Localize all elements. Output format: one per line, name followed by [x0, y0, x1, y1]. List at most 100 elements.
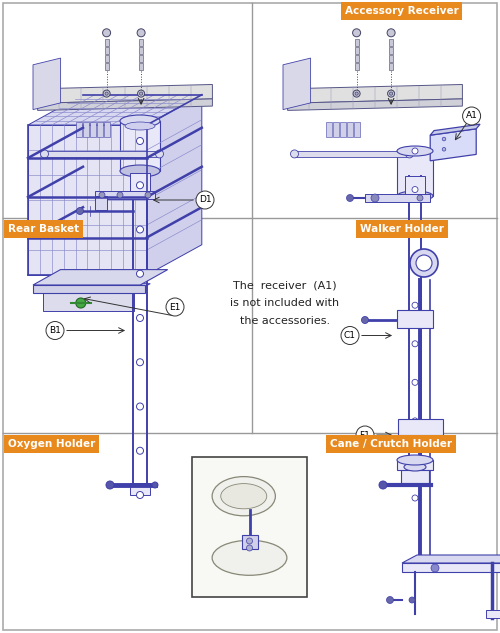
Circle shape	[346, 194, 354, 201]
Circle shape	[136, 270, 143, 277]
Bar	[83, 122, 89, 137]
Circle shape	[138, 90, 144, 97]
Text: A1: A1	[466, 111, 477, 120]
Circle shape	[46, 322, 64, 339]
Text: B1: B1	[49, 326, 61, 335]
Bar	[402, 563, 500, 572]
Bar	[333, 122, 339, 137]
Text: Cane / Crutch Holder: Cane / Crutch Holder	[330, 439, 452, 449]
Circle shape	[412, 302, 418, 308]
Text: Oxygen Holder: Oxygen Holder	[8, 439, 95, 449]
Circle shape	[362, 316, 368, 323]
Circle shape	[76, 208, 84, 215]
Polygon shape	[288, 84, 463, 103]
Circle shape	[137, 28, 145, 37]
Circle shape	[412, 225, 418, 231]
Circle shape	[442, 147, 446, 151]
Circle shape	[412, 264, 418, 270]
Polygon shape	[402, 555, 500, 563]
Circle shape	[103, 90, 110, 97]
Bar	[104, 47, 108, 54]
Circle shape	[352, 28, 360, 37]
Circle shape	[166, 298, 184, 316]
Bar	[340, 122, 346, 137]
Bar	[97, 122, 103, 137]
Circle shape	[246, 538, 252, 544]
Circle shape	[410, 249, 438, 277]
Circle shape	[409, 597, 415, 603]
Polygon shape	[288, 99, 463, 110]
Circle shape	[117, 192, 123, 198]
Bar	[43, 293, 134, 311]
Bar	[139, 63, 143, 70]
Polygon shape	[33, 58, 60, 110]
Circle shape	[412, 148, 418, 154]
Bar	[104, 122, 110, 137]
Circle shape	[136, 182, 143, 189]
Circle shape	[412, 187, 418, 192]
Bar	[326, 122, 332, 137]
Circle shape	[156, 150, 164, 158]
Circle shape	[412, 341, 418, 347]
Circle shape	[136, 226, 143, 233]
Ellipse shape	[404, 463, 426, 471]
Text: D1: D1	[198, 196, 211, 204]
Text: E1: E1	[170, 303, 180, 311]
Text: Rear Basket: Rear Basket	[8, 224, 79, 234]
Bar	[192, 457, 307, 597]
Text: F1: F1	[360, 430, 370, 439]
Polygon shape	[43, 284, 150, 293]
Polygon shape	[430, 124, 480, 135]
Bar	[104, 55, 108, 61]
Circle shape	[462, 107, 480, 125]
Circle shape	[412, 456, 418, 463]
Bar	[398, 418, 443, 434]
Circle shape	[412, 379, 418, 385]
Circle shape	[416, 255, 432, 271]
Ellipse shape	[120, 115, 160, 127]
Bar	[397, 151, 433, 196]
Circle shape	[136, 315, 143, 322]
Bar	[354, 47, 358, 54]
Bar	[354, 39, 358, 46]
Text: Walker Holder: Walker Holder	[360, 224, 444, 234]
Circle shape	[136, 491, 143, 499]
Circle shape	[442, 137, 446, 141]
Polygon shape	[147, 95, 202, 275]
Ellipse shape	[221, 484, 267, 509]
Ellipse shape	[120, 165, 160, 177]
Circle shape	[76, 298, 86, 308]
Bar	[44, 151, 160, 157]
Circle shape	[417, 195, 423, 201]
Bar	[95, 191, 155, 199]
Circle shape	[341, 327, 359, 344]
Circle shape	[136, 403, 143, 410]
Bar	[120, 121, 160, 171]
Bar	[28, 125, 147, 275]
Polygon shape	[38, 99, 212, 110]
Circle shape	[356, 426, 374, 444]
Bar	[130, 173, 150, 191]
Circle shape	[406, 150, 413, 158]
Bar	[76, 122, 82, 137]
Circle shape	[246, 545, 252, 551]
Bar	[130, 483, 150, 495]
Circle shape	[386, 596, 394, 603]
Bar	[389, 39, 393, 46]
Circle shape	[196, 191, 214, 209]
Polygon shape	[28, 95, 202, 125]
Circle shape	[106, 481, 114, 489]
Ellipse shape	[397, 455, 433, 465]
Text: The  receiver  (A1): The receiver (A1)	[233, 280, 337, 290]
Bar	[397, 310, 433, 328]
Circle shape	[136, 137, 143, 144]
Circle shape	[387, 28, 395, 37]
Bar	[354, 55, 358, 61]
Circle shape	[140, 92, 142, 95]
Bar	[104, 39, 108, 46]
Bar	[401, 468, 429, 484]
Circle shape	[152, 482, 158, 488]
Circle shape	[40, 150, 48, 158]
Circle shape	[99, 192, 105, 198]
Bar	[397, 460, 433, 470]
